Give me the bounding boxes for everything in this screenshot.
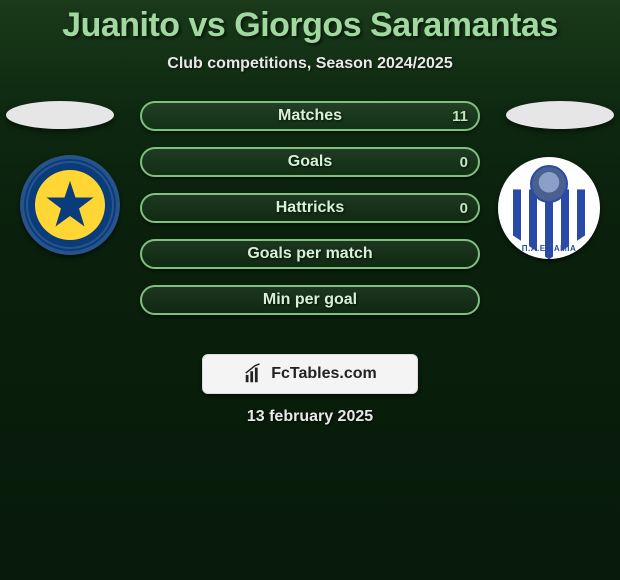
stat-row-hattricks: Hattricks 0 — [140, 193, 480, 223]
comparison-card: Juanito vs Giorgos Saramantas Club compe… — [0, 0, 620, 580]
arena: Π.Α.Ε ΛΑΜΙΑ Matches 11 Goals 0 Hattricks… — [0, 101, 620, 361]
bar-chart-icon — [243, 363, 265, 385]
page-title: Juanito vs Giorgos Saramantas — [0, 0, 620, 45]
stat-bars: Matches 11 Goals 0 Hattricks 0 Goals per… — [140, 101, 480, 331]
stat-right-value: 11 — [452, 103, 468, 129]
left-club-badge — [20, 155, 120, 255]
right-plate — [506, 101, 614, 129]
stat-row-min-per-goal: Min per goal — [140, 285, 480, 315]
stat-right-value: 0 — [460, 195, 468, 221]
stat-row-goals: Goals 0 — [140, 147, 480, 177]
watermark-text: FcTables.com — [271, 365, 377, 383]
stat-label: Goals — [142, 149, 478, 175]
generated-date: 13 february 2025 — [0, 408, 620, 426]
right-badge-text: Π.Α.Ε ΛΑΜΙΑ — [498, 244, 600, 253]
page-subtitle: Club competitions, Season 2024/2025 — [0, 55, 620, 73]
stat-row-matches: Matches 11 — [140, 101, 480, 131]
right-club-badge: Π.Α.Ε ΛΑΜΙΑ — [498, 157, 600, 259]
watermark: FcTables.com — [202, 354, 418, 394]
stat-label: Hattricks — [142, 195, 478, 221]
stat-right-value: 0 — [460, 149, 468, 175]
stat-row-goals-per-match: Goals per match — [140, 239, 480, 269]
stat-label: Goals per match — [142, 241, 478, 267]
left-plate — [6, 101, 114, 129]
stat-label: Matches — [142, 103, 478, 129]
stat-label: Min per goal — [142, 287, 478, 313]
seal-icon — [530, 165, 568, 203]
